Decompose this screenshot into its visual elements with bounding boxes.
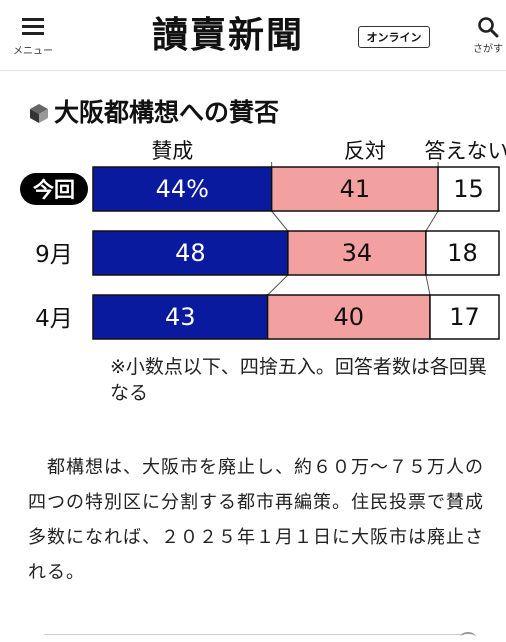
category-pill xyxy=(20,173,88,205)
bar-oppose xyxy=(287,230,427,276)
chart-title-text: 大阪都構想への賛否 xyxy=(54,98,280,127)
bar-undecided xyxy=(429,294,500,340)
cube-icon xyxy=(30,104,48,123)
online-badge: オンライン xyxy=(358,26,430,48)
bar-oppose xyxy=(266,294,431,340)
connector-line xyxy=(425,210,439,232)
category-label: 9月 xyxy=(35,242,73,268)
category-label: 4月 xyxy=(35,306,73,332)
legend-undecided: 答えない xyxy=(425,139,506,163)
bar-undecided xyxy=(425,230,500,276)
legend-oppose: 反対 xyxy=(344,139,386,163)
menu-button[interactable]: メニュー xyxy=(8,14,58,62)
bar-support xyxy=(92,166,273,212)
connector-line xyxy=(271,210,289,232)
connector-line xyxy=(267,274,289,296)
legend-support: 賛成 xyxy=(151,139,193,163)
bar-oppose xyxy=(270,166,439,212)
bar-label-undecided: 17 xyxy=(449,303,480,331)
divider xyxy=(44,634,464,635)
bar-label-undecided: 15 xyxy=(453,175,484,203)
chart-title: 大阪都構想への賛否 xyxy=(28,96,279,130)
hamburger-icon xyxy=(22,18,44,36)
bar-label-support: 44% xyxy=(156,175,209,203)
scroll-indicator xyxy=(460,632,476,642)
bar-support xyxy=(92,294,269,340)
search-label: さがす xyxy=(473,44,503,55)
site-logo[interactable]: 讀賣新聞 xyxy=(152,14,305,56)
bar-label-undecided: 18 xyxy=(447,239,478,267)
bar-label-oppose: 41 xyxy=(340,175,371,203)
bar-undecided xyxy=(437,166,500,212)
bar-label-oppose: 40 xyxy=(334,303,365,331)
stacked-bar-chart: 賛成 反対 答えない 44% 41 15 今回 48 34 18 9月 43 40 17 4月 xyxy=(20,139,506,340)
chart-note: ※小数点以下、四捨五入。回答者数は各回異なる xyxy=(110,356,487,404)
menu-label: メニュー xyxy=(13,46,53,57)
bar-support xyxy=(92,230,289,276)
site-header: メニュー 讀賣新聞 オンライン さがす xyxy=(0,0,506,71)
bar-label-oppose: 34 xyxy=(342,239,373,267)
bar-label-support: 48 xyxy=(175,239,206,267)
category-label: 今回 xyxy=(33,178,75,202)
search-button[interactable]: さがす xyxy=(468,14,506,62)
connector-line xyxy=(425,274,431,296)
search-icon xyxy=(478,17,499,38)
article-paragraph: 都構想は、大阪市を廃止し、約６０万～７５万人の四つの特別区に分割する都市再編策。… xyxy=(28,457,484,583)
bar-label-support: 43 xyxy=(165,303,196,331)
